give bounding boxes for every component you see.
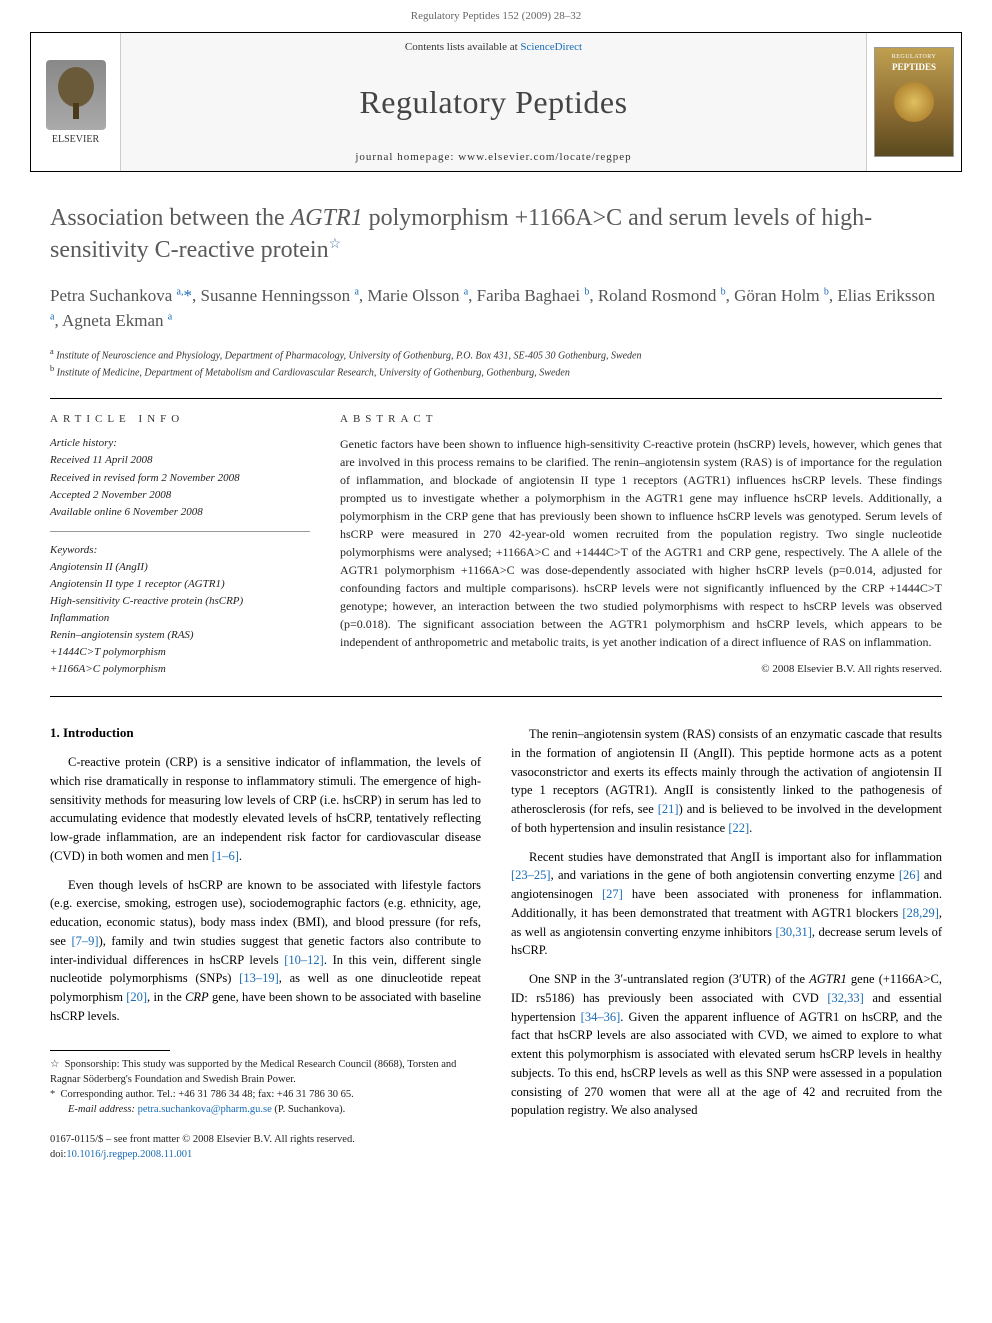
sponsorship-text: Sponsorship: This study was supported by… [50,1059,456,1085]
keyword: High-sensitivity C-reactive protein (hsC… [50,593,310,610]
contents-list-line: Contents lists available at ScienceDirec… [405,41,582,53]
email-label: E-mail address: [68,1104,135,1115]
article-info-heading: ARTICLE INFO [50,413,310,425]
section-rule [50,398,942,399]
affiliation-b: b Institute of Medicine, Department of M… [50,363,942,380]
history-line: Received in revised form 2 November 2008 [50,470,310,487]
elsevier-tree-icon [46,60,106,130]
email-footnote: E-mail address: petra.suchankova@pharm.g… [50,1102,481,1117]
publisher-logo-block: ELSEVIER [31,33,121,171]
corresponding-mark: * [50,1089,55,1100]
email-author: (P. Suchankova). [274,1104,345,1115]
sponsorship-mark: ☆ [50,1059,59,1070]
keywords-label: Keywords: [50,542,310,559]
abstract-heading: ABSTRACT [340,413,942,425]
keywords-block: Keywords: Angiotensin II (AngII) Angiote… [50,542,310,678]
journal-homepage: journal homepage: www.elsevier.com/locat… [355,151,631,163]
publisher-name: ELSEVIER [52,134,99,145]
paragraph: The renin–angiotensin system (RAS) consi… [511,725,942,838]
authors-line: Petra Suchankova a,*, Susanne Henningsso… [50,283,942,334]
contents-prefix: Contents lists available at [405,41,520,53]
footnotes-rule [50,1050,170,1051]
sponsorship-footnote: ☆ Sponsorship: This study was supported … [50,1057,481,1087]
paragraph: One SNP in the 3′-untranslated region (3… [511,970,942,1120]
corresponding-text: Corresponding author. Tel.: +46 31 786 3… [61,1089,354,1100]
paragraph: C-reactive protein (CRP) is a sensitive … [50,753,481,866]
left-column: 1. Introduction C-reactive protein (CRP)… [50,725,481,1163]
abstract-copyright: © 2008 Elsevier B.V. All rights reserved… [340,663,942,675]
keyword: Renin–angiotensin system (RAS) [50,627,310,644]
running-head: Regulatory Peptides 152 (2009) 28–32 [0,0,992,32]
abstract-text: Genetic factors have been shown to influ… [340,435,942,651]
article-area: Association between the AGTR1 polymorphi… [0,172,992,1183]
front-matter-line: 0167-0115/$ – see front matter © 2008 El… [50,1133,481,1148]
body-columns: 1. Introduction C-reactive protein (CRP)… [50,725,942,1163]
cover-label: REGULATORY [892,54,937,60]
doi-label: doi: [50,1149,66,1160]
cover-title: PEPTIDES [892,62,936,72]
paragraph: Even though levels of hsCRP are known to… [50,876,481,1026]
keyword: Inflammation [50,610,310,627]
journal-banner: ELSEVIER Contents lists available at Sci… [30,32,962,172]
info-abstract-row: ARTICLE INFO Article history: Received 1… [50,413,942,697]
abstract-column: ABSTRACT Genetic factors have been shown… [340,413,942,678]
history-line: Accepted 2 November 2008 [50,487,310,504]
doi-line: doi:10.1016/j.regpep.2008.11.001 [50,1148,481,1163]
corresponding-footnote: * Corresponding author. Tel.: +46 31 786… [50,1087,481,1102]
article-info-column: ARTICLE INFO Article history: Received 1… [50,413,310,678]
history-line: Received 11 April 2008 [50,452,310,469]
title-text: Association between the AGTR1 polymorphi… [50,205,872,263]
article-history: Article history: Received 11 April 2008 … [50,435,310,531]
footnotes: ☆ Sponsorship: This study was supported … [50,1057,481,1118]
banner-center: Contents lists available at ScienceDirec… [121,33,866,171]
paragraph: Recent studies have demonstrated that An… [511,848,942,961]
author-email-link[interactable]: petra.suchankova@pharm.gu.se [138,1104,272,1115]
title-footnote-mark: ☆ [329,237,342,252]
keyword: Angiotensin II (AngII) [50,559,310,576]
keyword: Angiotensin II type 1 receptor (AGTR1) [50,576,310,593]
section-heading-intro: 1. Introduction [50,725,481,741]
keyword: +1166A>C polymorphism [50,661,310,678]
journal-name: Regulatory Peptides [359,84,627,121]
affiliation-a: a Institute of Neuroscience and Physiolo… [50,346,942,363]
cover-thumb-block: REGULATORY PEPTIDES [866,33,961,171]
journal-cover-icon: REGULATORY PEPTIDES [874,47,954,157]
keyword: +1444C>T polymorphism [50,644,310,661]
right-column: The renin–angiotensin system (RAS) consi… [511,725,942,1163]
cover-art-icon [894,82,934,122]
sciencedirect-link[interactable]: ScienceDirect [520,41,582,53]
history-line: Available online 6 November 2008 [50,504,310,521]
affiliations: a Institute of Neuroscience and Physiolo… [50,346,942,381]
article-title: Association between the AGTR1 polymorphi… [50,202,942,267]
history-label: Article history: [50,435,310,452]
page-footer: 0167-0115/$ – see front matter © 2008 El… [50,1133,481,1162]
doi-link[interactable]: 10.1016/j.regpep.2008.11.001 [66,1149,192,1160]
